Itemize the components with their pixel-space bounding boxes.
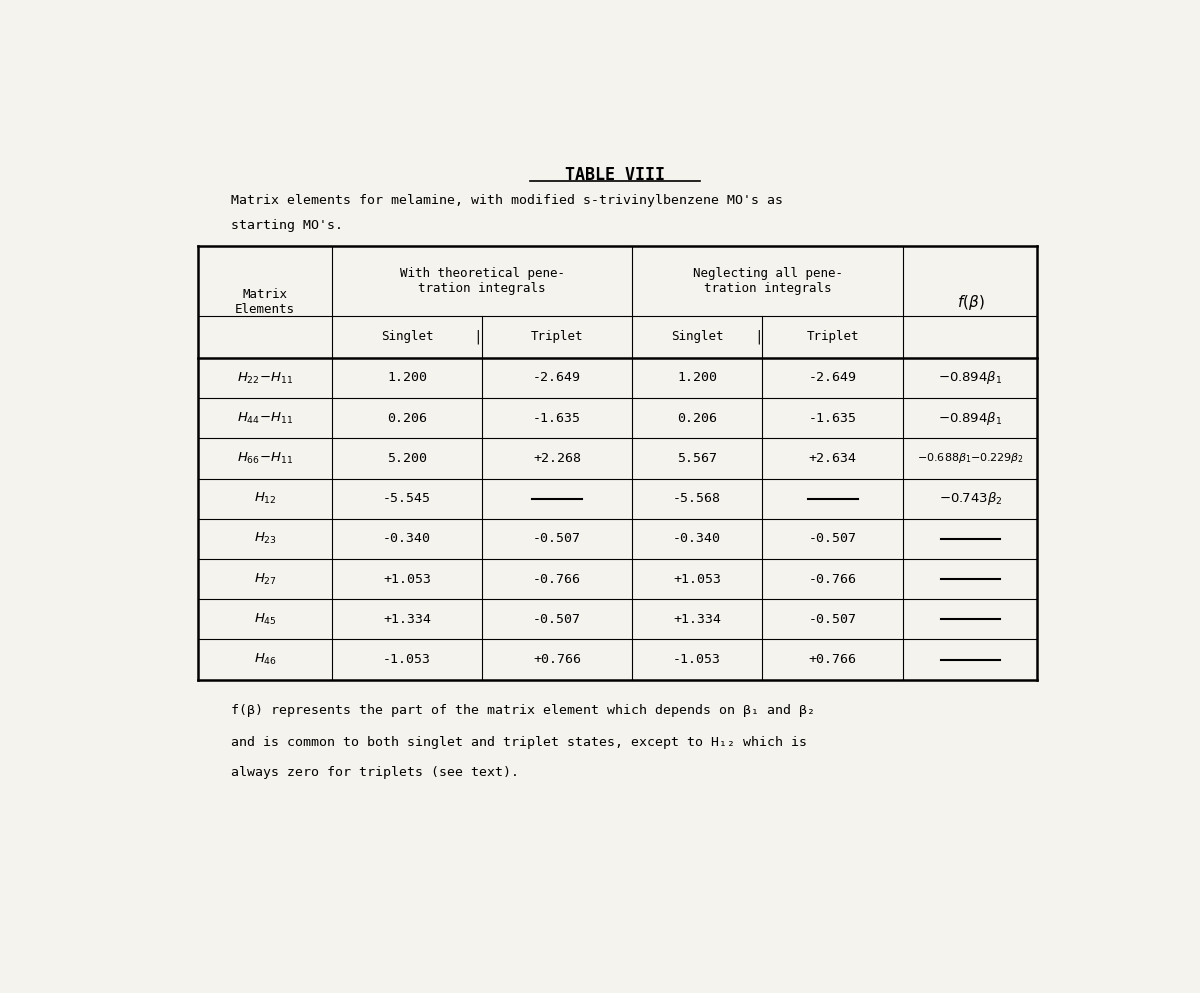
Text: $-0.894\beta_1$: $-0.894\beta_1$ [938, 410, 1002, 427]
Text: Matrix elements for melamine, with modified s-trivinylbenzene MO's as: Matrix elements for melamine, with modif… [232, 194, 784, 207]
Text: $H_{27}$: $H_{27}$ [253, 572, 276, 587]
Text: |: | [756, 330, 761, 344]
Text: -0.766: -0.766 [533, 573, 581, 586]
Text: 5.200: 5.200 [386, 452, 427, 465]
Text: Singlet: Singlet [671, 331, 724, 344]
Text: $-0.688\beta_1{-}0.229\beta_2$: $-0.688\beta_1{-}0.229\beta_2$ [917, 452, 1024, 466]
Text: $H_{22}{-}H_{11}$: $H_{22}{-}H_{11}$ [238, 370, 293, 385]
Text: -2.649: -2.649 [533, 371, 581, 384]
Text: -0.507: -0.507 [809, 613, 857, 626]
Text: -1.053: -1.053 [383, 653, 431, 666]
Text: +2.634: +2.634 [809, 452, 857, 465]
Text: $H_{12}$: $H_{12}$ [253, 492, 276, 506]
Text: +0.766: +0.766 [533, 653, 581, 666]
Text: always zero for triplets (see text).: always zero for triplets (see text). [232, 766, 520, 779]
Text: -1.635: -1.635 [809, 412, 857, 425]
Text: -1.053: -1.053 [673, 653, 721, 666]
Text: $-0.743\beta_2$: $-0.743\beta_2$ [938, 491, 1002, 507]
Text: Triplet: Triplet [806, 331, 859, 344]
Text: 0.206: 0.206 [386, 412, 427, 425]
Text: -0.340: -0.340 [383, 532, 431, 545]
Text: $f(\beta)$: $f(\beta)$ [956, 293, 984, 312]
Text: Singlet: Singlet [380, 331, 433, 344]
Text: +1.053: +1.053 [673, 573, 721, 586]
Text: TABLE VIII: TABLE VIII [565, 166, 665, 184]
Text: -0.340: -0.340 [673, 532, 721, 545]
Text: -0.507: -0.507 [533, 613, 581, 626]
Text: -0.507: -0.507 [533, 532, 581, 545]
Text: f(β) represents the part of the matrix element which depends on β₁ and β₂: f(β) represents the part of the matrix e… [232, 704, 815, 717]
Text: $H_{23}$: $H_{23}$ [253, 531, 276, 546]
Text: Matrix
Elements: Matrix Elements [235, 288, 295, 316]
Text: $H_{44}{-}H_{11}$: $H_{44}{-}H_{11}$ [238, 411, 293, 426]
Text: -0.766: -0.766 [809, 573, 857, 586]
Text: +1.053: +1.053 [383, 573, 431, 586]
Text: +1.334: +1.334 [673, 613, 721, 626]
Text: $H_{66}{-}H_{11}$: $H_{66}{-}H_{11}$ [238, 451, 293, 466]
Text: 0.206: 0.206 [677, 412, 718, 425]
Text: -1.635: -1.635 [533, 412, 581, 425]
Text: 5.567: 5.567 [677, 452, 718, 465]
Text: $-0.894\beta_1$: $-0.894\beta_1$ [938, 369, 1002, 386]
Text: +0.766: +0.766 [809, 653, 857, 666]
Text: -2.649: -2.649 [809, 371, 857, 384]
Text: starting MO's.: starting MO's. [232, 218, 343, 232]
Text: 1.200: 1.200 [677, 371, 718, 384]
Text: Triplet: Triplet [530, 331, 583, 344]
Text: and is common to both singlet and triplet states, except to H₁₂ which is: and is common to both singlet and triple… [232, 737, 808, 750]
Text: -5.568: -5.568 [673, 493, 721, 505]
Text: -0.507: -0.507 [809, 532, 857, 545]
Text: 1.200: 1.200 [386, 371, 427, 384]
Text: |: | [475, 330, 480, 344]
Text: With theoretical pene-
tration integrals: With theoretical pene- tration integrals [400, 267, 564, 295]
Text: +1.334: +1.334 [383, 613, 431, 626]
Text: $H_{45}$: $H_{45}$ [253, 612, 276, 627]
Text: +2.268: +2.268 [533, 452, 581, 465]
Text: Neglecting all pene-
tration integrals: Neglecting all pene- tration integrals [692, 267, 842, 295]
Text: -5.545: -5.545 [383, 493, 431, 505]
Text: $H_{46}$: $H_{46}$ [253, 652, 277, 667]
